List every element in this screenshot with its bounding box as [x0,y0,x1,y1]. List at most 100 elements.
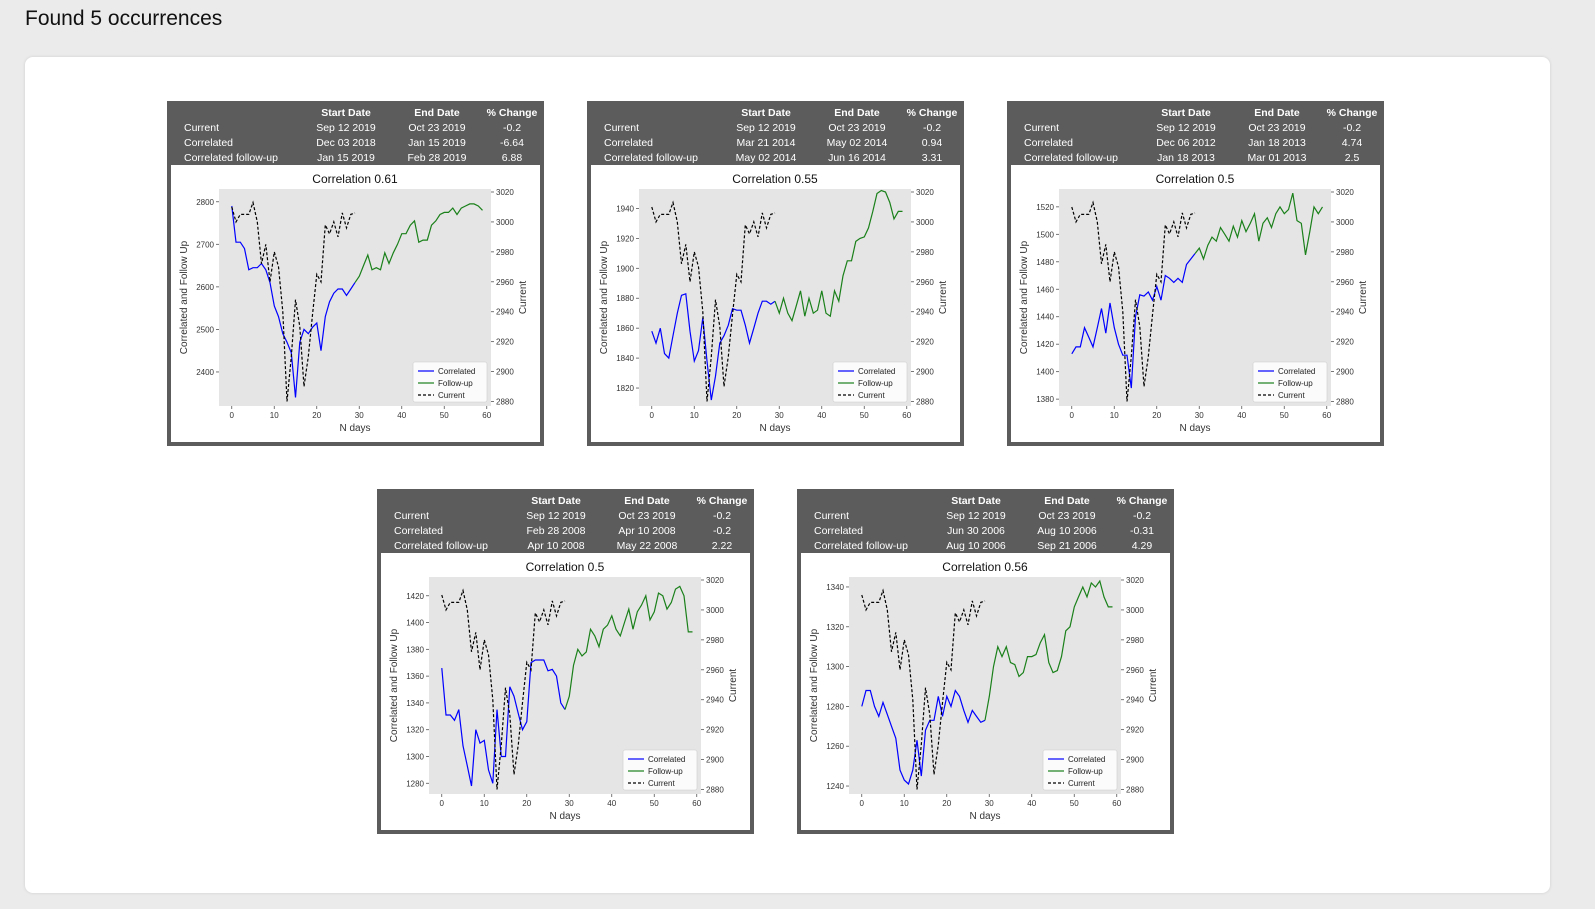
row-label-current: Current [394,510,430,522]
y2-tick-label: 2900 [1126,756,1144,765]
x-tick-label: 30 [1195,411,1204,420]
y2-tick-label: 3020 [706,576,724,585]
y2-axis-label: Current [1148,669,1159,703]
series-line-follow-up [354,203,483,283]
start-date-current: Sep 12 2019 [946,510,1006,522]
x-tick-label: 50 [440,411,449,420]
y2-axis-label: Current [518,281,529,315]
y2-axis-label: Current [728,669,739,703]
y2-tick-label: 3020 [1126,576,1144,585]
col-header-end: End Date [624,495,670,507]
y2-tick-label: 2920 [496,338,514,347]
start-date-correlated: Feb 28 2008 [526,525,586,537]
series-line-follow-up [984,579,1113,721]
x-tick-label: 20 [522,799,531,808]
chart-title: Correlation 0.56 [942,560,1028,574]
x-tick-label: 20 [312,411,321,420]
y-tick-label: 2400 [196,368,214,377]
legend-label: Follow-up [858,379,893,388]
page-title: Found 5 occurrences [25,7,223,30]
y-tick-label: 2700 [196,240,214,249]
y2-tick-label: 2900 [916,368,934,377]
y2-tick-label: 2980 [1126,636,1144,645]
results-panel: Start Date End Date % Change Current Sep 12 … [25,57,1550,893]
row-label-followup: Correlated follow-up [604,152,698,164]
x-tick-label: 10 [1110,411,1119,420]
row-label-correlated: Correlated [814,525,864,537]
chart-title: Correlation 0.61 [312,172,398,186]
y2-tick-label: 2900 [496,368,514,377]
legend-label: Follow-up [1278,379,1313,388]
y-tick-label: 1900 [616,264,634,273]
col-header-end: End Date [1044,495,1090,507]
x-tick-label: 0 [650,411,655,420]
x-tick-label: 40 [607,799,616,808]
y-tick-label: 1820 [616,384,634,393]
correlation-chart: Correlation 0.56 0 10 20 30 40 50 60 1240 1260 128… [809,560,1159,822]
legend-box [622,749,698,791]
x-axis-label: N days [339,423,370,434]
x-tick-label: 40 [817,411,826,420]
series-line-correlated [231,205,356,398]
y2-tick-label: 2960 [496,278,514,287]
y2-tick-label: 3000 [496,218,514,227]
col-header-start: Start Date [741,107,791,119]
x-tick-label: 60 [482,411,491,420]
row-label-correlated: Correlated [394,525,444,537]
start-date-correlated: Mar 21 2014 [736,137,796,149]
row-label-current: Current [1024,122,1060,134]
end-date-current: Oct 23 2019 [618,510,676,522]
end-date-current: Oct 23 2019 [1038,510,1096,522]
y-tick-label: 1480 [1036,258,1054,267]
y2-tick-label: 2940 [1336,308,1354,317]
col-header-end: End Date [834,107,880,119]
legend-label: Current [648,779,675,788]
x-tick-label: 30 [355,411,364,420]
occurrence-card: Start Date End Date % Change Current Sep 12 … [797,489,1174,834]
y2-tick-label: 3000 [706,606,724,615]
chart-title: Correlation 0.5 [526,560,605,574]
chart-legend: Correlated Follow-up Current [412,361,488,403]
start-date-followup: Jan 15 2019 [317,152,375,164]
x-tick-label: 10 [270,411,279,420]
y2-tick-label: 2940 [706,696,724,705]
summary-table: Start Date End Date % Change Current Sep 12 … [587,101,964,165]
x-tick-label: 40 [1027,799,1036,808]
row-label-followup: Correlated follow-up [1024,152,1118,164]
y-tick-label: 1320 [826,623,844,632]
chart-legend: Correlated Follow-up Current [1042,749,1118,791]
y-tick-label: 1400 [1036,368,1054,377]
y-tick-label: 1360 [406,672,424,681]
row-label-correlated: Correlated [184,137,234,149]
legend-box [1252,361,1328,403]
pct-change-current: -0.2 [712,510,732,522]
chart-legend: Correlated Follow-up Current [622,749,698,791]
x-tick-label: 50 [1280,411,1289,420]
row-label-current: Current [604,122,640,134]
end-date-current: Oct 23 2019 [408,122,466,134]
series-line-follow-up [564,585,693,710]
chart-legend: Correlated Follow-up Current [832,361,908,403]
series-line-correlated [441,659,566,787]
end-date-followup: May 22 2008 [616,540,678,552]
end-date-correlated: May 02 2014 [826,137,888,149]
legend-label: Correlated [438,367,475,376]
y2-tick-label: 2940 [1126,696,1144,705]
y2-tick-label: 2960 [706,666,724,675]
start-date-followup: Aug 10 2006 [946,540,1006,552]
occurrence-card: Start Date End Date % Change Current Sep 12 … [1007,101,1384,446]
y2-tick-label: 2920 [1126,726,1144,735]
y2-tick-label: 2960 [916,278,934,287]
legend-label: Correlated [1278,367,1315,376]
y-tick-label: 1240 [826,782,844,791]
y2-tick-label: 2960 [1126,666,1144,675]
y2-tick-label: 2980 [916,248,934,257]
col-header-end: End Date [414,107,460,119]
x-tick-label: 0 [230,411,235,420]
start-date-followup: May 02 2014 [735,152,797,164]
summary-table: Start Date End Date % Change Current Sep 12 … [1007,101,1384,165]
y-tick-label: 2600 [196,283,214,292]
x-tick-label: 60 [902,411,911,420]
pct-change-current: -0.2 [922,122,942,134]
col-header-change: % Change [696,495,748,507]
